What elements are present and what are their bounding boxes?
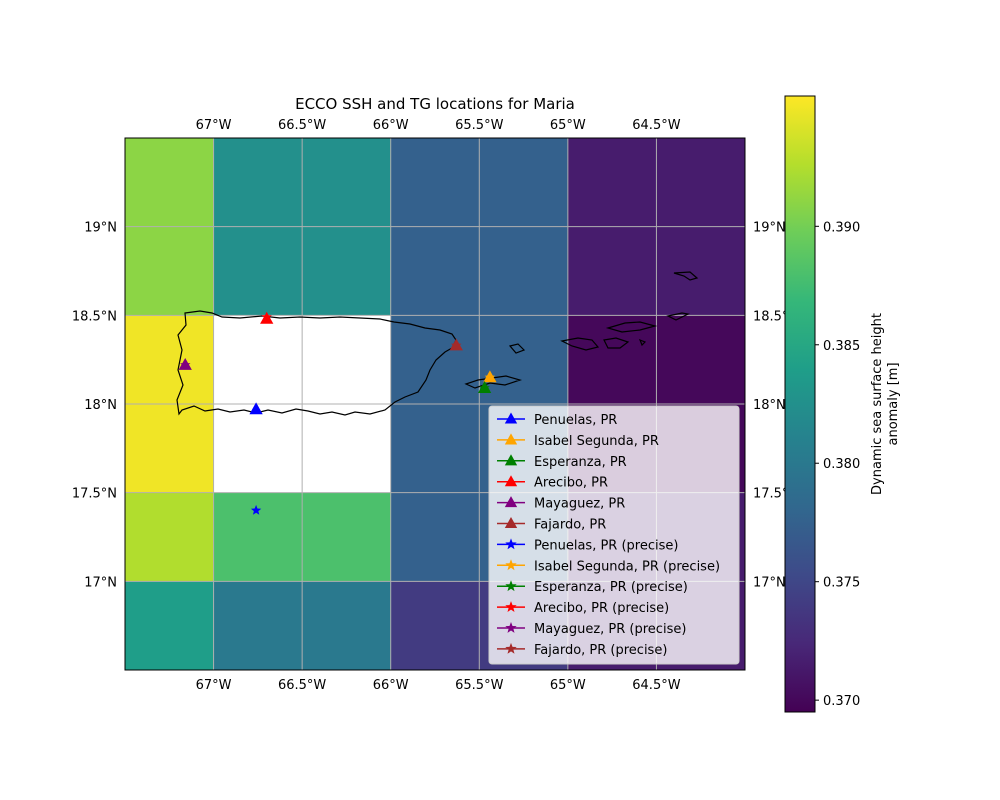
legend-box	[488, 405, 740, 665]
colorbar-ticks: 0.370 0.375 0.380 0.385 0.390	[815, 220, 860, 709]
lon-tick-label-top: 66.5°W	[278, 118, 326, 133]
marker-star	[505, 559, 517, 571]
marker-triangle	[504, 517, 518, 529]
marker-star	[261, 311, 272, 322]
marker-star	[505, 622, 517, 633]
lat-tick-label-left: 17.5°N	[72, 487, 117, 502]
legend-entry-label: Esperanza, PR	[534, 455, 627, 470]
marker-star	[180, 359, 191, 370]
islands-coastline-5	[666, 312, 690, 321]
islands-coastline-1	[560, 337, 600, 351]
marker-star	[505, 580, 517, 592]
marker-triangle	[504, 496, 518, 508]
lat-tick-label-right: 18°N	[753, 398, 786, 413]
colorbar-tick-label: 0.385	[823, 339, 860, 354]
puerto-rico-coastline	[176, 310, 457, 416]
legend-entry-label: Isabel Segunda, PR (precise)	[534, 559, 720, 574]
colorbar-tick-label: 0.370	[823, 694, 860, 709]
lon-tick-label-bottom: 66°W	[373, 678, 409, 693]
lon-tick-label-top: 66°W	[373, 118, 409, 133]
colorbar: 0.370 0.375 0.380 0.385 0.390 Dynamic sea su…	[784, 95, 901, 713]
lon-tick-label-bottom: 65°W	[550, 678, 586, 693]
marker-triangle	[504, 433, 518, 445]
marker-star	[505, 538, 517, 550]
legend-entry-label: Mayaguez, PR	[534, 497, 625, 512]
lon-tick-label-bottom: 67°W	[196, 678, 232, 693]
map-frame	[124, 137, 746, 671]
marker-star	[250, 504, 262, 515]
colorbar-label-line2: anomaly [m]	[886, 362, 901, 445]
lon-tick-label-bottom: 65.5°W	[455, 678, 503, 693]
legend-entry-label: Arecibo, PR	[534, 476, 608, 491]
lat-tick-label-right: 19°N	[753, 221, 786, 236]
ssh-cell	[125, 492, 214, 582]
legend-entry-label: Isabel Segunda, PR	[534, 434, 659, 449]
lat-tick-label-left: 17°N	[84, 575, 117, 590]
lon-tick-label-top: 64.5°W	[632, 118, 680, 133]
lon-tick-label-top: 65°W	[550, 118, 586, 133]
anegada-coastline	[673, 271, 699, 281]
marker-triangle	[504, 454, 518, 466]
map-title: ECCO SSH and TG locations for Maria	[295, 95, 575, 113]
lat-tick-label-left: 18.5°N	[72, 309, 117, 324]
legend-entry-label: Penuelas, PR	[534, 413, 617, 428]
ssh-cell	[125, 581, 214, 670]
marker-star	[484, 371, 496, 382]
culebra-coastline	[508, 343, 526, 354]
legend-entry-label: Fajardo, PR	[534, 518, 606, 533]
lon-tick-label-bottom: 64.5°W	[632, 678, 680, 693]
islands-coastline-3	[605, 321, 658, 333]
lon-tick-label-top: 65.5°W	[455, 118, 503, 133]
marker-star	[505, 642, 517, 654]
marker-triangle	[504, 475, 518, 487]
islands-coastline-4	[638, 338, 647, 347]
colorbar-gradient	[784, 95, 816, 713]
legend: Penuelas, PR Isabel Segunda, PR Esperanza,…	[488, 405, 740, 665]
colorbar-tick-label: 0.375	[823, 576, 860, 591]
marker-triangle	[249, 402, 263, 415]
colorbar-tick-label: 0.390	[823, 220, 860, 235]
lon-tick-label-top: 67°W	[196, 118, 232, 133]
marker-star	[451, 340, 462, 350]
legend-entry-label: Mayaguez, PR (precise)	[534, 622, 686, 637]
legend-entry-label: Penuelas, PR (precise)	[534, 538, 678, 553]
station-markers	[178, 311, 497, 515]
marker-triangle	[504, 412, 518, 424]
gridlines	[125, 138, 745, 670]
islands-coastline-2	[603, 337, 630, 349]
colorbar-label-line1: Dynamic sea surface height	[870, 313, 885, 495]
legend-entry-label: Fajardo, PR (precise)	[534, 643, 667, 658]
colorbar-tick-label: 0.380	[823, 457, 860, 472]
lat-tick-label-left: 18°N	[84, 398, 117, 413]
legend-entry-label: Arecibo, PR (precise)	[534, 601, 669, 616]
marker-star	[479, 382, 490, 393]
lat-tick-label-right: 17°N	[753, 575, 786, 590]
marker-star	[505, 601, 517, 612]
legend-entry-label: Esperanza, PR (precise)	[534, 580, 688, 595]
lon-tick-label-bottom: 66.5°W	[278, 678, 326, 693]
lat-tick-label-left: 19°N	[84, 221, 117, 236]
coastline	[176, 271, 699, 416]
tick-labels: 67°W 67°W 66.5°W 66.5°W 66°W 66°W 65.5°W 65.5°W…	[72, 118, 798, 693]
